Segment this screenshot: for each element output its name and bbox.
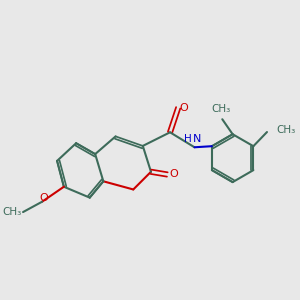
Text: CH₃: CH₃ [2,207,22,217]
Text: O: O [180,103,189,113]
Text: CH₃: CH₃ [277,125,296,135]
Text: O: O [40,193,48,203]
Text: CH₃: CH₃ [211,104,231,114]
Text: O: O [169,169,178,179]
Text: H: H [184,134,191,144]
Text: N: N [193,134,201,144]
